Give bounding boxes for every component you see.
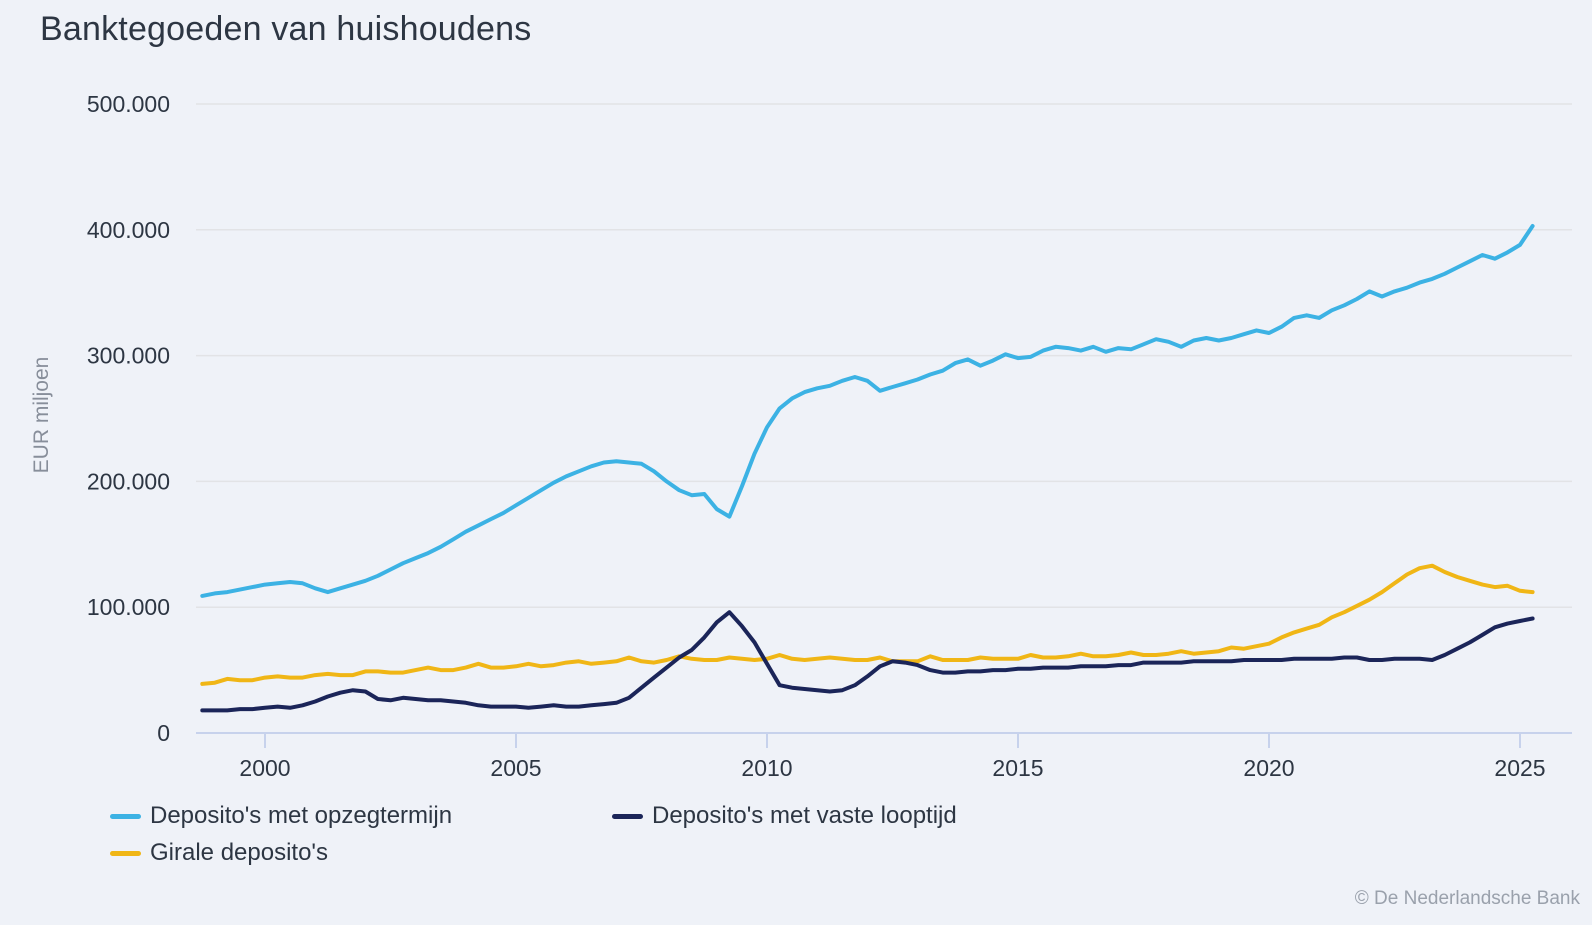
y-tick-label: 300.000: [87, 343, 170, 369]
legend-marker-girale-icon: [110, 850, 141, 856]
legend-marker-opzegtermijn-icon: [110, 813, 141, 819]
legend-label-opzegtermijn: Deposito's met opzegtermijn: [150, 802, 453, 829]
legend-label-vaste-looptijd: Deposito's met vaste looptijd: [652, 802, 957, 829]
legend-marker-vaste-looptijd-icon: [612, 813, 643, 819]
x-tick-label: 2005: [490, 755, 541, 781]
y-tick-label: 500.000: [87, 91, 170, 117]
legend-item-opzegtermijn[interactable]: Deposito's met opzegtermijn: [110, 801, 612, 831]
x-tick-label: 2000: [239, 755, 290, 781]
x-tick-label: 2015: [992, 755, 1043, 781]
y-tick-label: 0: [157, 720, 170, 746]
legend-item-vaste-looptijd[interactable]: Deposito's met vaste looptijd: [612, 801, 957, 831]
page-title: Banktegoeden van huishoudens: [40, 10, 532, 48]
y-tick-label: 100.000: [87, 594, 170, 620]
legend-label-girale: Girale deposito's: [150, 839, 329, 866]
legend-item-girale[interactable]: Girale deposito's: [110, 838, 612, 868]
y-tick-label: 400.000: [87, 217, 170, 243]
x-tick-label: 2010: [741, 755, 792, 781]
legend: Deposito's met opzegtermijn Deposito's m…: [110, 801, 957, 868]
x-tick-label: 2020: [1243, 755, 1294, 781]
copyright: © De Nederlandsche Bank: [1354, 888, 1580, 909]
y-tick-label: 200.000: [87, 468, 170, 494]
series-line-1: [200, 610, 1535, 713]
series-line-2: [200, 563, 1535, 686]
series-line-0: [200, 224, 1535, 598]
x-tick-label: 2025: [1494, 755, 1545, 781]
